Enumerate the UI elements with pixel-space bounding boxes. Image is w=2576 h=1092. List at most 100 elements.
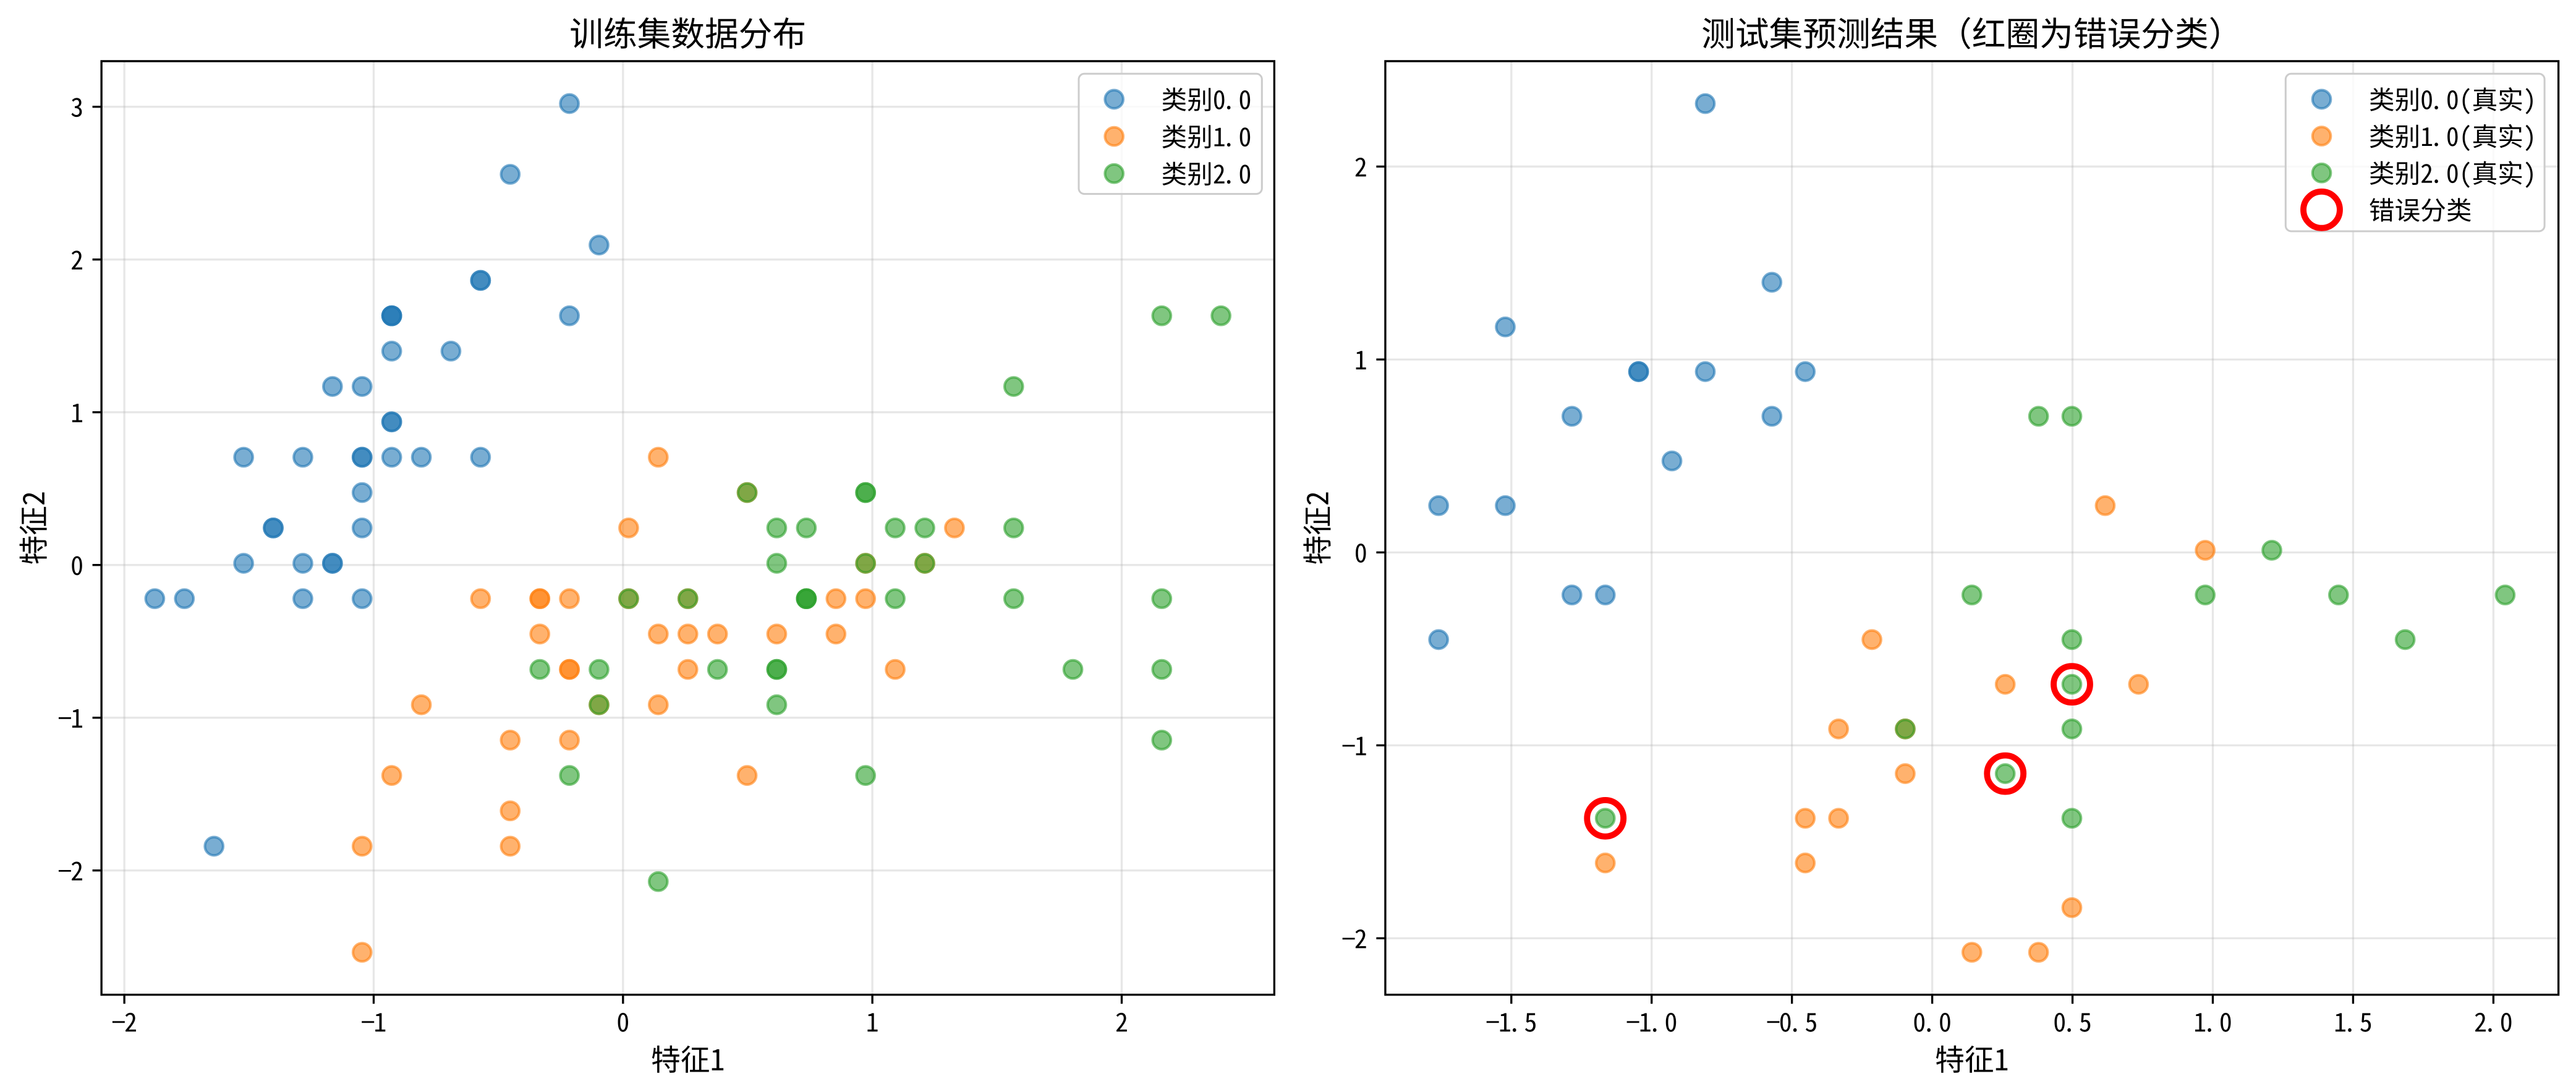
- data-point: [855, 553, 877, 574]
- left-plot-grid: [101, 61, 1275, 995]
- data-point: [351, 835, 373, 857]
- y-tick-label: -1: [83, 704, 109, 734]
- data-point: [677, 659, 699, 680]
- y-tick-label: 1: [1367, 345, 1384, 375]
- data-point: [1151, 305, 1173, 326]
- data-point: [677, 588, 699, 610]
- data-point: [499, 800, 521, 822]
- data-point: [2327, 584, 2349, 605]
- legend-label-glyphs: [1162, 87, 1251, 111]
- data-point: [796, 588, 817, 610]
- legend-label-glyphs: [1162, 124, 1251, 149]
- y-tick-label-glyphs: [72, 556, 82, 576]
- data-point: [766, 623, 788, 645]
- x-tick-label: 0.5: [2073, 1007, 2114, 1038]
- data-point: [351, 446, 373, 468]
- data-point: [351, 942, 373, 963]
- data-point: [2061, 897, 2083, 918]
- legend-label-glyphs: [2370, 161, 2533, 188]
- right-legend-row-0: 类别0.0(真实): [2311, 85, 2533, 115]
- data-point: [766, 694, 788, 715]
- legend-marker-dot: [2311, 126, 2332, 147]
- data-point: [677, 623, 699, 645]
- data-point: [1062, 659, 1084, 680]
- y-tick-label: -2: [83, 856, 109, 887]
- data-point: [233, 553, 254, 574]
- legend-marker-dot: [1103, 126, 1125, 147]
- data-point: [292, 553, 313, 574]
- data-point: [174, 588, 195, 610]
- data-point: [1795, 808, 1816, 829]
- data-point: [499, 730, 521, 751]
- data-point: [559, 730, 580, 751]
- data-point: [410, 446, 432, 468]
- data-point: [1561, 406, 1583, 427]
- left-legend-row-1: 类别1.0: [1103, 124, 1251, 149]
- legend-label-glyphs: [1162, 161, 1251, 186]
- left-plot-points: [144, 93, 1231, 963]
- y-tick-label-glyphs: [58, 709, 82, 728]
- data-point: [2261, 540, 2282, 561]
- data-point: [1003, 588, 1024, 610]
- y-tick-label-glyphs: [71, 250, 82, 270]
- x-tick-label-glyphs: [2054, 1012, 2091, 1032]
- data-point: [470, 446, 491, 468]
- data-point: [647, 446, 669, 468]
- left-plot: -2 -1 0 1 2-2-10123训练集数据分布特征1特征2类别0.0类别1.0类别…: [19, 17, 1275, 1073]
- data-point: [499, 164, 521, 185]
- left-legend-row-2: 类别2.0: [1103, 161, 1251, 186]
- data-point: [766, 517, 788, 539]
- data-point: [1895, 719, 1916, 740]
- left-plot-title-glyphs: [571, 17, 804, 49]
- data-point: [855, 482, 877, 503]
- data-point: [1828, 719, 1849, 740]
- data-point: [1594, 808, 1616, 829]
- legend-marker-dot: [2311, 88, 2332, 110]
- data-point: [1694, 361, 1716, 382]
- data-point: [321, 376, 343, 397]
- y-tick-label-glyphs: [1356, 544, 1366, 563]
- data-point: [1861, 629, 1882, 651]
- data-point: [1428, 629, 1450, 651]
- data-point: [351, 482, 373, 503]
- data-point: [381, 446, 402, 468]
- legend-marker-error-ring: [2300, 188, 2343, 231]
- legend-label-glyphs: [2370, 87, 2533, 114]
- legend-label: 类别0.0(真实): [2369, 85, 2533, 115]
- data-point: [1151, 588, 1173, 610]
- left-series-2: [529, 305, 1231, 892]
- data-point: [707, 623, 728, 645]
- data-point: [381, 341, 402, 362]
- legend-label-glyphs: [2370, 198, 2472, 222]
- left-plot-ylabel: 特征2: [45, 501, 122, 535]
- data-point: [1495, 495, 1516, 516]
- data-point: [1795, 361, 1816, 382]
- data-point: [2061, 629, 2083, 651]
- data-point: [381, 765, 402, 786]
- legend-label-glyphs: [2370, 124, 2533, 151]
- x-tick-label-glyphs: [1767, 1012, 1816, 1032]
- data-point: [2061, 406, 2083, 427]
- data-point: [233, 446, 254, 468]
- data-point: [410, 694, 432, 715]
- data-point: [618, 517, 639, 539]
- legend-marker-dot: [2311, 162, 2332, 184]
- data-point: [1594, 852, 1616, 874]
- data-point: [647, 871, 669, 892]
- right-series-0: [1428, 93, 1816, 651]
- data-point: [1961, 584, 1983, 605]
- data-point: [529, 659, 551, 680]
- data-point: [1795, 852, 1816, 874]
- data-point: [1761, 271, 1783, 293]
- x-tick-label-glyphs: [2335, 1013, 2371, 1032]
- data-point: [1895, 763, 1916, 784]
- data-point: [1561, 584, 1583, 605]
- x-tick-label: 0.0: [1932, 1007, 1973, 1038]
- data-point: [1003, 517, 1024, 539]
- data-point: [1761, 406, 1783, 427]
- right-plot-frame: [1384, 60, 2560, 996]
- data-point: [203, 835, 225, 857]
- right-plot-xlabel-glyphs: [1936, 1045, 2008, 1073]
- y-tick-label-glyphs: [71, 98, 82, 117]
